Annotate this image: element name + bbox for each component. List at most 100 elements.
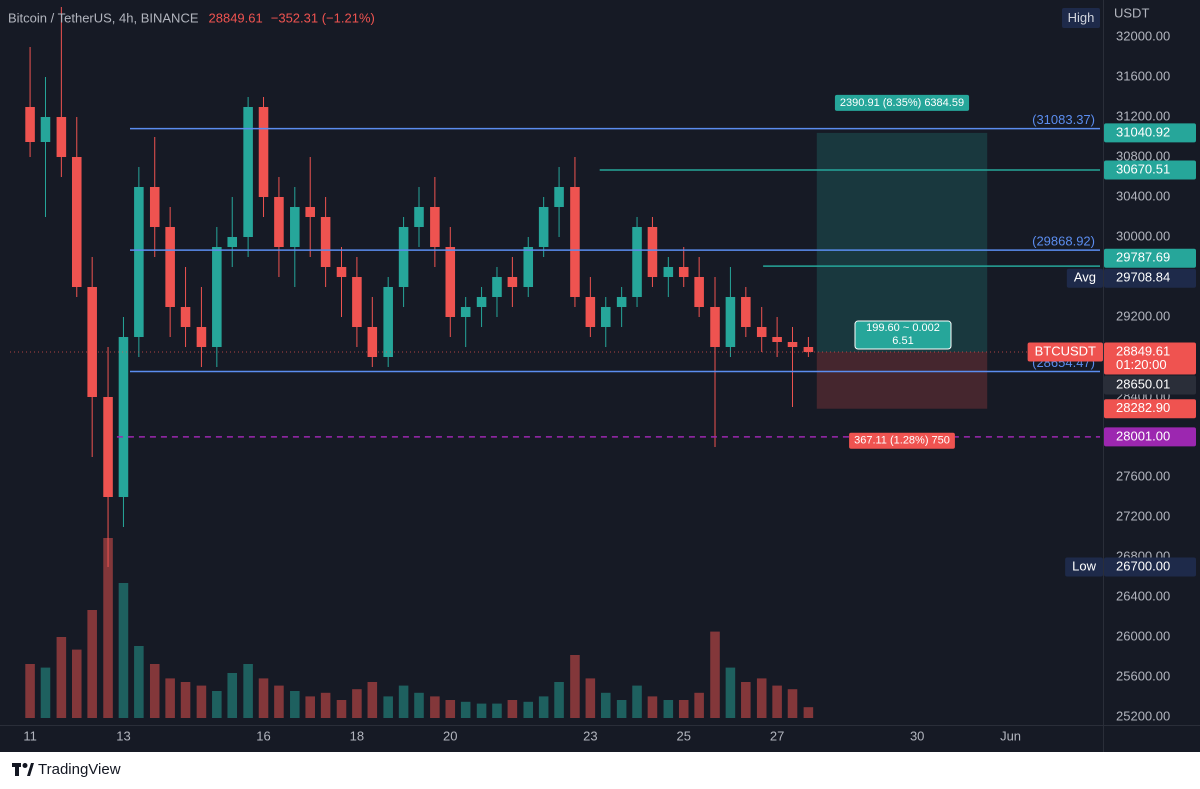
candle-body (134, 187, 144, 337)
candle-body (523, 247, 534, 287)
logo-stem (15, 763, 19, 776)
candle-body (600, 307, 611, 327)
volume-bar (694, 692, 704, 718)
volume-bar (414, 692, 424, 718)
price-tag-box (1104, 268, 1196, 288)
volume-bar (507, 700, 518, 718)
volume-bar (398, 685, 409, 718)
y-tick-label: 29200.00 (1116, 308, 1170, 323)
volume-bar (180, 682, 191, 718)
price-tag-box (1104, 427, 1196, 447)
candle-body (476, 297, 487, 307)
candle-body (320, 217, 331, 267)
volume-bar (460, 701, 471, 718)
candle-body (414, 207, 424, 227)
y-tick-label: 30800.00 (1116, 148, 1170, 163)
candle-body (678, 267, 689, 277)
tag-name-box (1027, 342, 1103, 362)
volume-bar (585, 678, 596, 718)
x-tick-label: 30 (910, 728, 924, 743)
volume-bar (134, 646, 144, 718)
tag-name-text: Avg (1074, 270, 1096, 285)
y-tick-label: 30000.00 (1116, 228, 1170, 243)
volume-bar (196, 685, 207, 718)
volume-bar (616, 700, 627, 718)
volume-bar (149, 664, 160, 718)
price-tag: 28282.90 (1116, 400, 1170, 415)
volume-bar (118, 583, 129, 718)
stop-label: 367.11 (1.28%) 750 (849, 432, 955, 449)
brand-name: TradingView (38, 761, 121, 778)
candle-body (616, 297, 627, 307)
price-tag-box (1104, 160, 1196, 180)
volume-bar (663, 700, 674, 718)
candle-body (538, 207, 549, 247)
level-label: (29868.92) (1032, 234, 1095, 249)
volume-bar (320, 692, 331, 718)
tag-name: Avg (1066, 268, 1103, 288)
tag-name: Low (1065, 557, 1103, 577)
target-label-text: 2390.91 (8.35%) 6384.59 (840, 97, 964, 109)
volume-bar (430, 696, 440, 718)
volume-bar (71, 649, 82, 718)
candle-body (492, 277, 502, 297)
volume-bar (554, 682, 564, 718)
candle-body (290, 207, 300, 247)
price-tag: 28001.00 (1116, 428, 1170, 443)
y-tick-label: 31600.00 (1116, 68, 1170, 83)
price-tag-box (1104, 375, 1196, 395)
volume-bar (803, 707, 814, 718)
volume-bar (710, 631, 720, 718)
candle-body (196, 327, 207, 347)
volume-bar (274, 685, 284, 718)
candle-body (258, 107, 269, 197)
candle-body (445, 247, 456, 317)
candle-body (803, 347, 814, 353)
x-tick-label: 23 (583, 728, 597, 743)
price-tag-box (1104, 123, 1196, 143)
y-tick-label: 25200.00 (1116, 708, 1170, 723)
level-label: (31083.37) (1032, 112, 1095, 127)
volume-bar (523, 701, 534, 718)
volume-bar (56, 637, 67, 718)
candle-body (741, 297, 751, 327)
high-tag: High (1068, 10, 1095, 25)
price-tag: 26700.00 (1116, 558, 1170, 573)
price-tag-box (1104, 342, 1196, 375)
y-tick-label: 30400.00 (1116, 188, 1170, 203)
price-tag: 29787.69 (1116, 250, 1170, 265)
price-axis: 25200.0025600.0026000.0026400.0026800.00… (1027, 28, 1196, 723)
volume-bar (445, 700, 456, 718)
price-tag-countdown: 01:20:00 (1116, 357, 1167, 372)
candle-body (710, 307, 720, 347)
candle-body (663, 267, 674, 277)
candle-body (632, 227, 642, 297)
price-tag: 28849.61 (1116, 343, 1170, 358)
candle-body (149, 187, 160, 227)
stop-label-text: 367.11 (1.28%) 750 (854, 435, 950, 447)
volume-bar (383, 696, 393, 718)
candle-body (647, 227, 658, 277)
volume-bar (367, 682, 378, 718)
volume-bar (87, 610, 97, 718)
volume-bar (725, 667, 736, 718)
price-tag: 31040.92 (1116, 124, 1170, 139)
candle-body (165, 227, 175, 307)
x-tick-label: 18 (350, 728, 364, 743)
target-label: 2390.91 (8.35%) 6384.59 (834, 94, 970, 111)
loss-zone (816, 352, 988, 409)
candle-body (725, 297, 736, 347)
candle-body (180, 307, 191, 327)
volume-bar (772, 685, 782, 718)
volume-bar (647, 696, 658, 718)
y-tick-label: 26400.00 (1116, 588, 1170, 603)
candle-body (87, 287, 97, 397)
candle-body (694, 277, 704, 307)
volume-bar (787, 689, 798, 718)
chart-background (0, 0, 1200, 752)
volume-bar (741, 682, 751, 718)
chart-title: Bitcoin / TetherUS, 4h, BINANCE (8, 10, 199, 25)
volume-bar (476, 703, 487, 718)
